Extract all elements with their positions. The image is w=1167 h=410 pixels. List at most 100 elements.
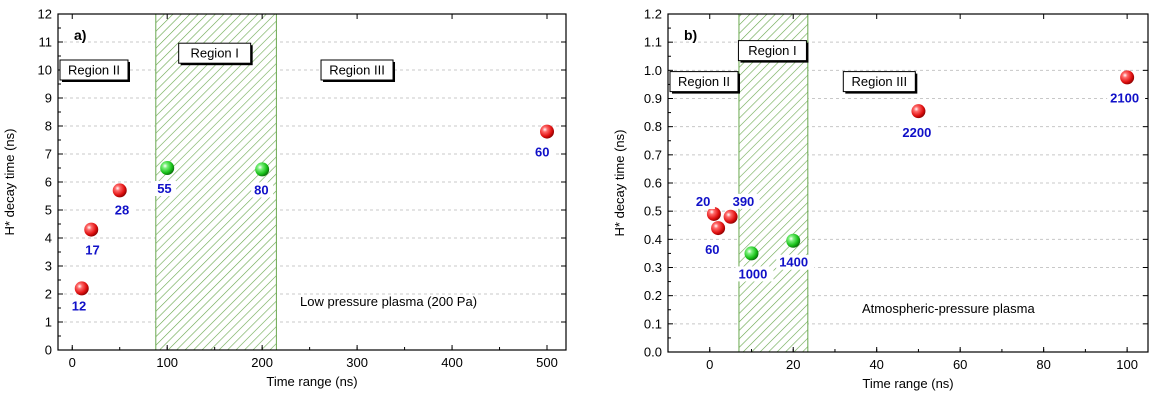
- data-label-background: [154, 181, 177, 196]
- data-label-background: [692, 193, 715, 209]
- region-label: Region II: [678, 74, 730, 89]
- y-tick-label: 0.8: [644, 119, 662, 134]
- y-tick-label: 0.7: [644, 147, 662, 162]
- data-label-a-5: 60: [535, 145, 549, 160]
- data-label-b-1: 60: [705, 242, 719, 257]
- x-tick-label: 20: [786, 357, 800, 372]
- x-axis-label: Time range (ns): [862, 376, 953, 391]
- region-box: [842, 71, 916, 93]
- y-tick-label: 11: [39, 35, 53, 50]
- y-tick-label: 0: [45, 343, 52, 358]
- y-axis-label: H* decay time (ns): [2, 129, 17, 236]
- data-label-background: [1107, 90, 1146, 106]
- data-point-b-5: [911, 104, 926, 119]
- y-tick-label: 12: [38, 7, 52, 22]
- x-tick-label: 500: [536, 355, 558, 370]
- data-label-background: [776, 254, 815, 270]
- data-label-b-2: 390: [733, 194, 755, 209]
- plasma-condition-annotation: Atmospheric-pressure plasma: [862, 301, 1035, 316]
- y-tick-label: 0.1: [644, 316, 662, 331]
- y-tick-label: 0.0: [644, 345, 662, 360]
- x-tick-label: 200: [251, 355, 273, 370]
- data-point-b-4: [786, 233, 801, 248]
- region-box: [669, 71, 739, 93]
- y-tick-label: 7: [45, 147, 52, 162]
- data-point-a-5: [540, 124, 555, 139]
- y-tick-label: 4: [45, 231, 52, 246]
- panel-b: 0.0 0.1 0.2 0.3 0.4 0.5 0.6 0.7 0.8 0.9 1.0 1.1 1.2 0…: [612, 7, 1149, 391]
- data-label-background: [702, 242, 725, 258]
- region-label: Region III: [851, 74, 907, 89]
- data-label-background: [735, 266, 774, 282]
- y-tick-label: 9: [45, 91, 52, 106]
- y-tick-label: 3: [45, 259, 52, 274]
- y-tick-label: 2: [45, 287, 52, 302]
- y-tick-label: 1.0: [644, 63, 662, 78]
- data-point-a-0: [74, 281, 89, 296]
- data-point-b-3: [744, 246, 759, 261]
- region-label: Region I: [190, 46, 238, 61]
- region-box: [320, 59, 394, 81]
- region-label: Region III: [329, 63, 385, 78]
- y-tick-label: 10: [38, 63, 52, 78]
- data-label-background: [111, 202, 134, 218]
- y-tick-label: 0.6: [644, 176, 662, 191]
- region-box: [178, 42, 252, 64]
- data-label-background: [729, 193, 760, 209]
- data-label-background: [251, 182, 274, 198]
- data-label-background: [532, 144, 555, 160]
- data-label-a-1: 17: [85, 243, 99, 258]
- y-axis-label: H* decay time (ns): [612, 130, 627, 237]
- data-point-a-4: [255, 162, 270, 177]
- data-label-a-2: 28: [115, 202, 129, 217]
- y-tick-label: 5: [45, 203, 52, 218]
- data-label-b-5: 2200: [902, 125, 931, 140]
- region-label: Region II: [68, 63, 120, 78]
- x-axis-label: Time range (ns): [266, 374, 357, 389]
- panel-label: b): [684, 27, 697, 43]
- data-point-a-2: [112, 183, 127, 198]
- data-label-a-4: 80: [254, 182, 268, 197]
- y-tick-label: 1.1: [644, 35, 662, 50]
- x-tick-label: 80: [1036, 357, 1050, 372]
- data-point-a-1: [84, 222, 99, 237]
- data-label-background: [82, 242, 105, 258]
- data-label-b-6: 2100: [1110, 90, 1139, 105]
- data-label-b-3: 1000: [738, 266, 767, 281]
- y-tick-label: 8: [45, 119, 52, 134]
- y-tick-label: 1.2: [644, 7, 662, 22]
- data-point-a-3: [160, 161, 175, 175]
- data-label-a-0: 12: [72, 298, 86, 313]
- region-box: [59, 59, 129, 81]
- panel-label: a): [74, 27, 86, 43]
- x-tick-label: 60: [953, 357, 967, 372]
- y-tick-label: 1: [45, 315, 52, 330]
- data-label-b-4: 1400: [779, 255, 808, 270]
- y-tick-label: 6: [45, 175, 52, 190]
- region-i-shaded-band: [738, 13, 809, 353]
- data-point-b-0: [706, 206, 721, 221]
- plasma-condition-annotation: Low pressure plasma (200 Pa): [300, 294, 477, 309]
- data-point-b-2: [723, 209, 738, 224]
- data-label-background: [899, 125, 938, 141]
- data-point-b-6: [1120, 70, 1135, 85]
- y-tick-label: 0.9: [644, 91, 662, 106]
- x-tick-label: 300: [346, 355, 368, 370]
- data-point-b-1: [711, 221, 726, 236]
- x-tick-label: 100: [1116, 357, 1138, 372]
- y-tick-label: 0.3: [644, 260, 662, 275]
- data-label-b-0: 20: [696, 194, 710, 209]
- x-tick-label: 0: [706, 357, 713, 372]
- y-tick-label: 0.2: [644, 288, 662, 303]
- x-tick-label: 400: [441, 355, 463, 370]
- region-label: Region I: [748, 43, 796, 58]
- y-tick-label: 0.4: [644, 232, 662, 247]
- x-tick-label: 40: [869, 357, 883, 372]
- region-box: [737, 40, 807, 62]
- data-label-background: [68, 298, 91, 314]
- x-tick-label: 100: [156, 355, 178, 370]
- y-tick-label: 0.5: [644, 204, 662, 219]
- x-tick-label: 0: [69, 355, 76, 370]
